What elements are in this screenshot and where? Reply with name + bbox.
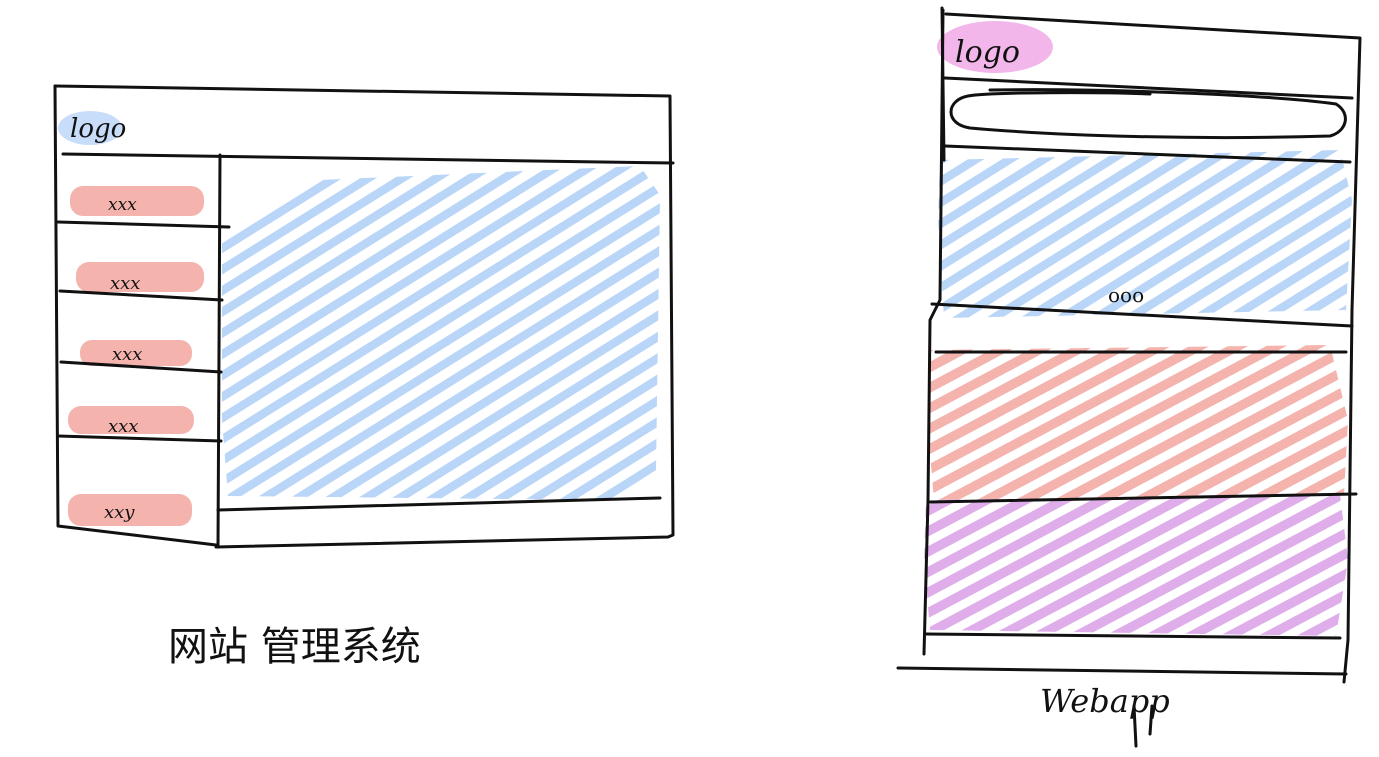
admin-logo: logo	[70, 114, 126, 144]
webapp-banner-area	[938, 150, 1352, 318]
webapp-search-bar[interactable]	[949, 88, 1347, 140]
webapp-frame-left	[922, 8, 945, 656]
webapp-logo-highlight	[937, 21, 1053, 73]
admin-nav-highlight	[70, 186, 204, 216]
admin-frame	[53, 84, 675, 549]
admin-logo-highlight	[58, 111, 122, 145]
admin-nav-item-label: xxx	[112, 344, 142, 365]
admin-header-divider	[61, 152, 675, 165]
webapp-header-divider	[943, 76, 1354, 100]
webapp-caption-tail	[1132, 704, 1154, 748]
webapp-base-line	[896, 666, 1348, 676]
webapp-caption: Webapp	[1040, 682, 1170, 720]
admin-nav-item-label: xxx	[108, 195, 137, 215]
webapp-section-divider	[928, 492, 1358, 504]
webapp-section-red	[928, 345, 1348, 500]
admin-nav-separator	[56, 220, 231, 229]
admin-nav-separator	[58, 289, 224, 302]
admin-caption: 网站 管理系统	[168, 624, 421, 670]
admin-nav-separator	[56, 434, 223, 443]
webapp-sketch: logo ooo Webapp	[896, 6, 1362, 748]
webapp-section-divider	[924, 632, 1342, 640]
webapp-section-purple	[924, 494, 1348, 636]
admin-sidebar-divider	[216, 153, 222, 549]
admin-nav-item-label: xxx	[110, 273, 140, 294]
webapp-banner-top	[943, 144, 1352, 164]
admin-nav-highlight	[76, 262, 204, 292]
admin-system-sketch: logo xxx xxx xxx xxx xxy 网站 管理系统	[53, 84, 675, 670]
admin-nav-highlight	[68, 494, 192, 526]
webapp-banner-bottom	[930, 302, 1354, 328]
admin-footer-divider	[216, 496, 662, 512]
admin-main-content-area	[222, 166, 660, 500]
admin-nav-item-label: xxy	[104, 502, 135, 523]
admin-nav-separator	[59, 360, 223, 374]
admin-nav-highlight	[80, 340, 192, 366]
admin-nav-highlight	[68, 406, 194, 434]
webapp-carousel-dots: ooo	[1108, 283, 1144, 307]
admin-nav-item-label: xxx	[108, 416, 138, 437]
webapp-logo: logo	[955, 35, 1020, 70]
admin-frame-left	[53, 84, 218, 547]
